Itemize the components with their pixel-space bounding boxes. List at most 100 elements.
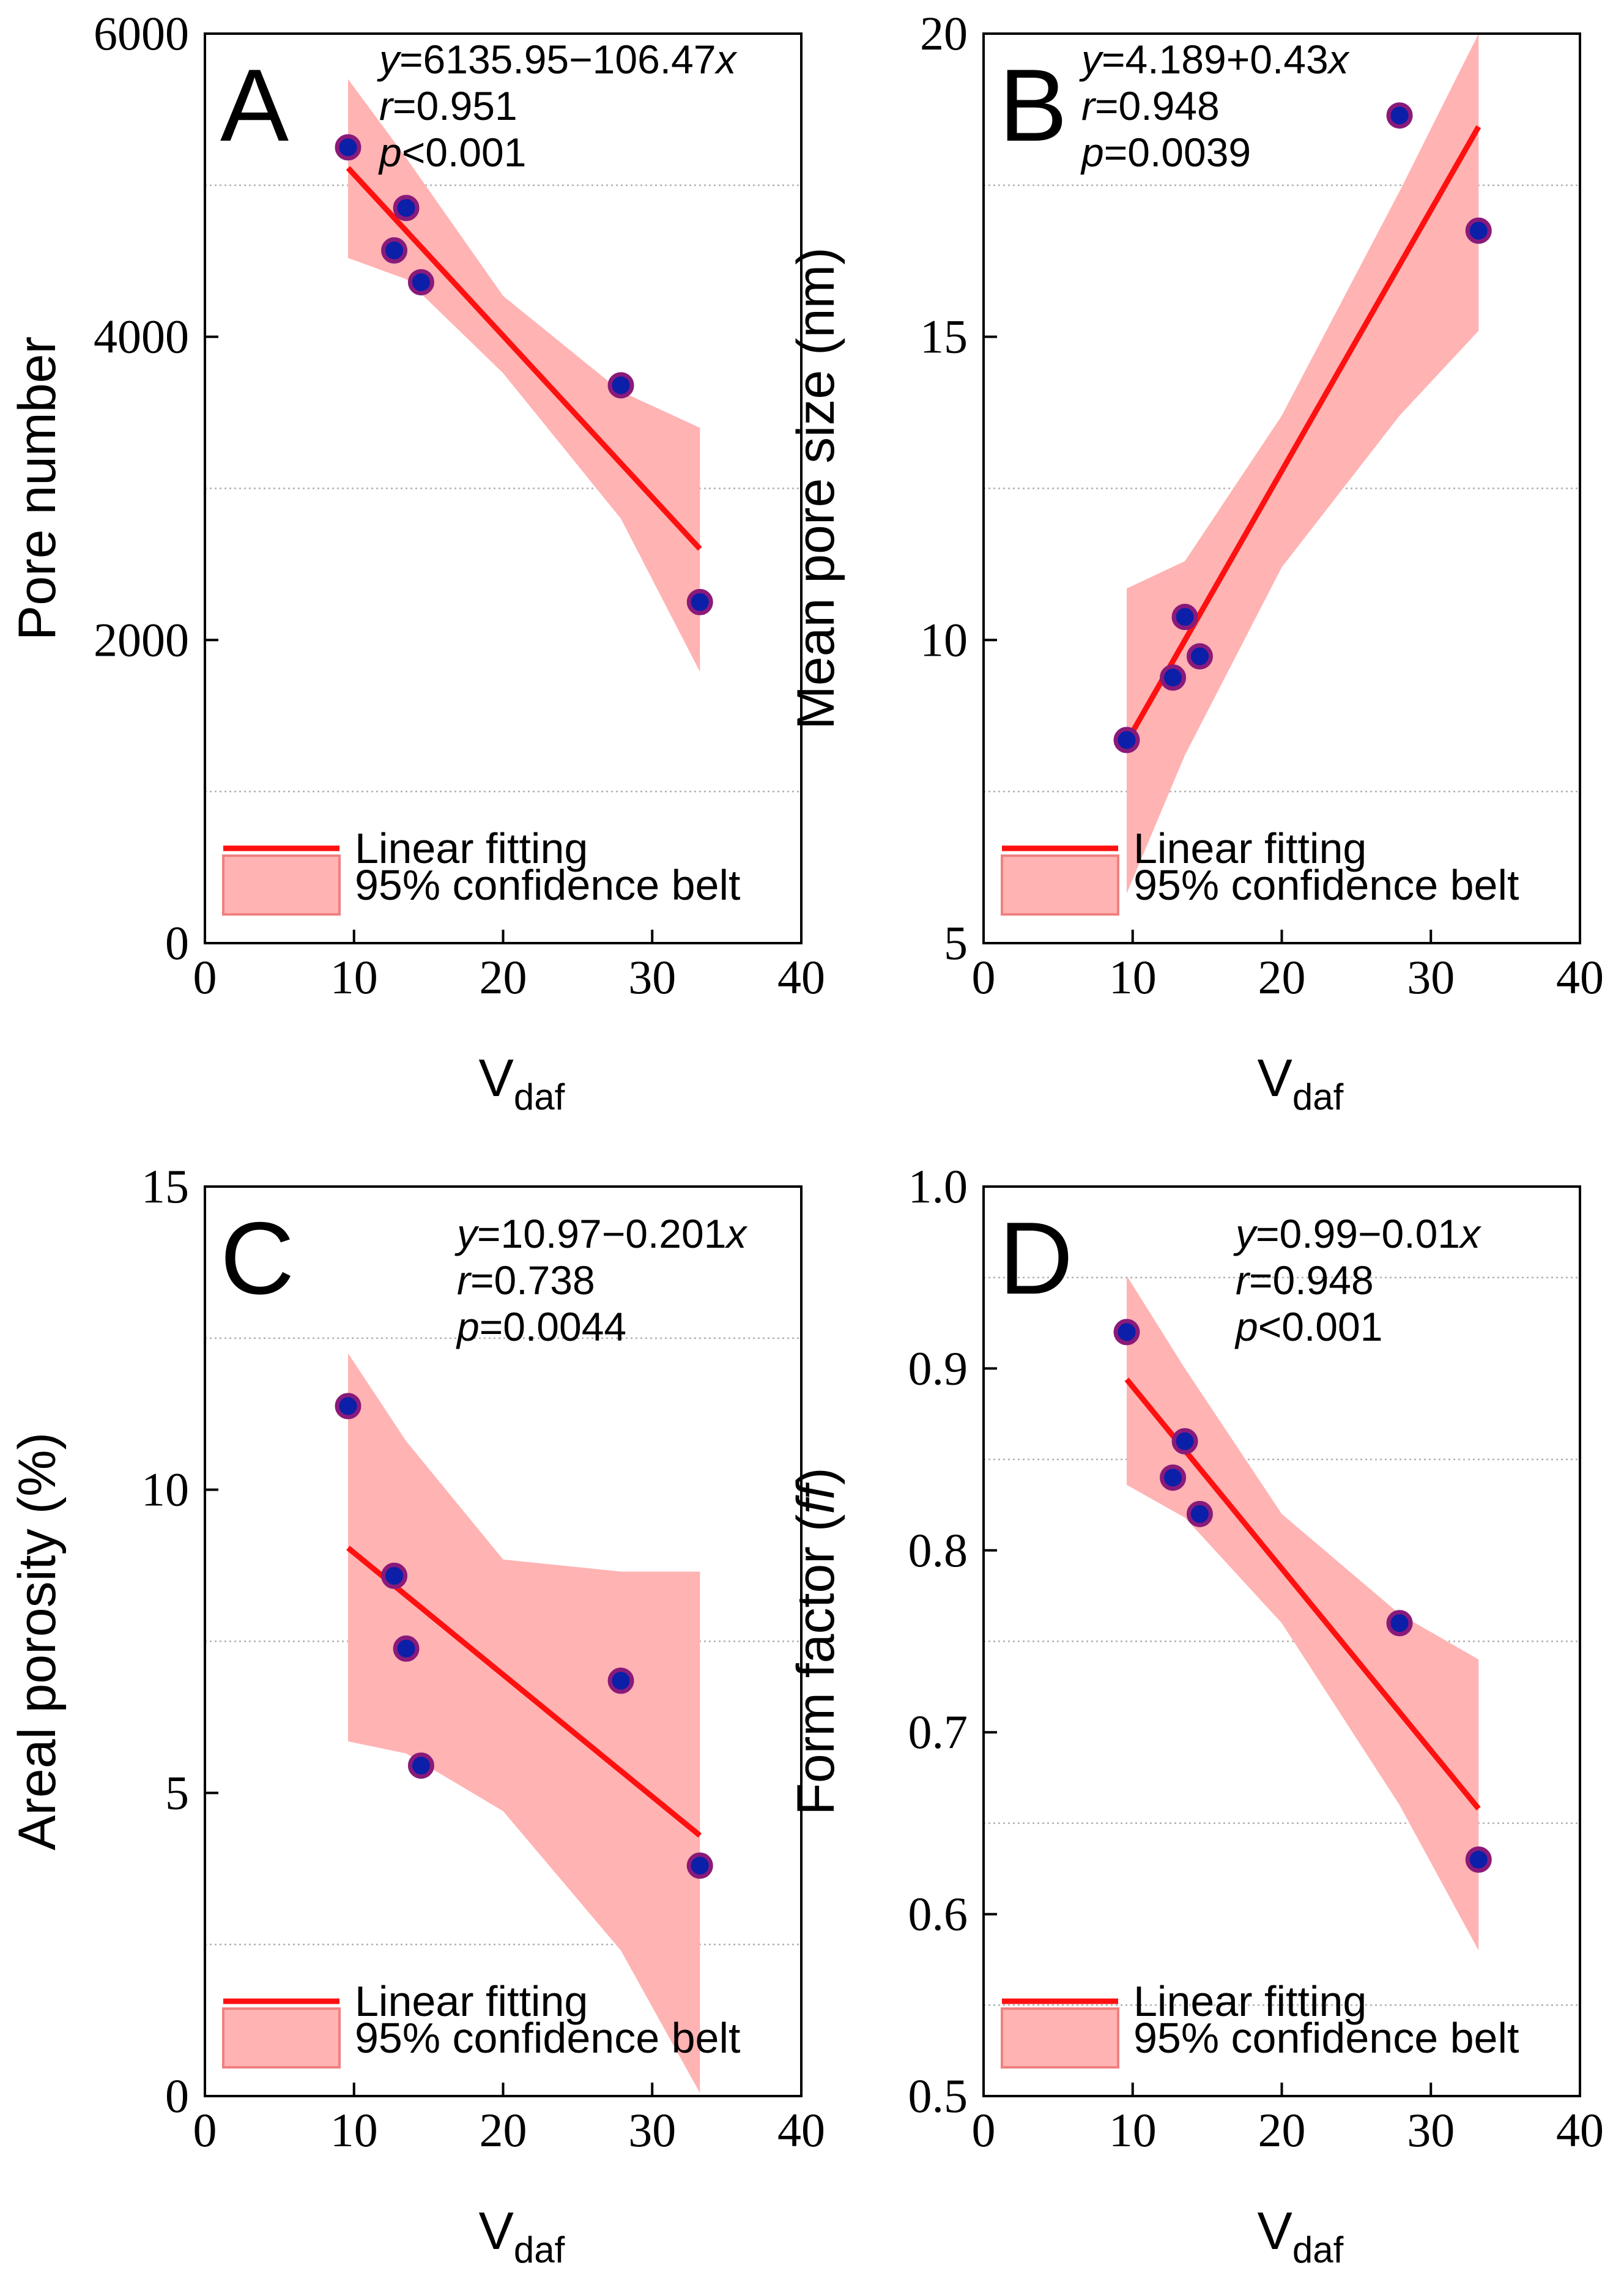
legend-band-label: 95% confidence belt bbox=[1133, 861, 1519, 909]
eq-p-var: p bbox=[1234, 1304, 1258, 1349]
data-point bbox=[1160, 1464, 1187, 1491]
data-point bbox=[1113, 1319, 1140, 1346]
y-axis-title: Areal porosity (%) bbox=[8, 1432, 67, 1850]
x-tick-label: 30 bbox=[628, 950, 676, 1004]
x-axis-title-main: V bbox=[479, 2202, 514, 2261]
eq-x-var: x bbox=[1327, 37, 1350, 82]
y-axis-title: Form factor (ff) bbox=[787, 1467, 845, 1815]
eq-p-value: <0.001 bbox=[1258, 1304, 1383, 1349]
correlation-r: r=0.951 bbox=[379, 83, 517, 128]
panel-D: 0 10 20 30 40 0.5 0.6 0.7 0.8 0.9 1.0 Vdaf Form fact… bbox=[787, 1160, 1604, 2270]
legend-band-swatch bbox=[1001, 2007, 1119, 2069]
data-point bbox=[381, 1562, 408, 1589]
x-tick-label: 30 bbox=[1407, 2103, 1455, 2157]
eq-y-var: y bbox=[454, 1211, 480, 1256]
eq-r-var: r bbox=[457, 1258, 472, 1303]
x-tick-label: 10 bbox=[1109, 2103, 1157, 2157]
y-tick-label: 6000 bbox=[94, 7, 189, 60]
y-tick-label: 0.7 bbox=[908, 1705, 968, 1758]
panel-A: 0 10 20 30 40 0 2000 4000 6000 Vdaf Pore number A y=… bbox=[8, 7, 825, 1117]
fit-equation: y=6135.95−106.47x bbox=[377, 37, 738, 82]
data-point bbox=[1171, 604, 1198, 631]
data-point bbox=[1171, 1428, 1198, 1454]
y-tick-label: 1.0 bbox=[908, 1160, 968, 1213]
confidence-band bbox=[348, 1353, 700, 2093]
eq-x-var: x bbox=[724, 1211, 747, 1256]
y-axis-title-italic: ff bbox=[787, 1480, 845, 1514]
eq-body: =10.97−0.201 bbox=[477, 1211, 726, 1256]
eq-p-value: =0.0039 bbox=[1104, 130, 1251, 175]
fit-line bbox=[1124, 125, 1481, 744]
y-tick-label: 20 bbox=[920, 7, 968, 60]
x-tick-label: 10 bbox=[330, 950, 378, 1004]
x-axis-title-main: V bbox=[479, 1049, 514, 1108]
x-tick-label: 40 bbox=[777, 2103, 825, 2157]
eq-r-value: =0.948 bbox=[1249, 1258, 1374, 1303]
data-point bbox=[1386, 1610, 1413, 1637]
legend-band-label: 95% confidence belt bbox=[355, 861, 740, 909]
legend-band-label: 95% confidence belt bbox=[355, 2014, 740, 2062]
eq-p-value: =0.0044 bbox=[480, 1304, 626, 1349]
x-axis-title: Vdaf bbox=[479, 2202, 565, 2270]
y-axis-title: Pore number bbox=[8, 336, 67, 640]
panel-B: 0 10 20 30 40 5 10 15 20 Vdaf Mean pore size (nm) B… bbox=[787, 7, 1604, 1117]
legend-line-label: Linear fitting bbox=[355, 1977, 588, 2025]
x-axis-title-sub: daf bbox=[514, 1076, 565, 1117]
legend-line-label: Linear fitting bbox=[1133, 1977, 1366, 2025]
x-tick-label: 30 bbox=[1407, 950, 1455, 1004]
data-point bbox=[1113, 727, 1140, 754]
data-point bbox=[686, 1852, 713, 1879]
eq-x-var: x bbox=[714, 37, 738, 82]
data-point bbox=[335, 134, 362, 161]
eq-r-value: =0.738 bbox=[470, 1258, 595, 1303]
x-axis-title: Vdaf bbox=[479, 1049, 565, 1117]
x-tick-label: 10 bbox=[1109, 950, 1157, 1004]
data-point bbox=[393, 1635, 420, 1662]
y-axis-title-main: Pore number bbox=[8, 336, 67, 640]
panel-letter: A bbox=[220, 48, 289, 163]
eq-body: =4.189+0.43 bbox=[1102, 37, 1329, 82]
y-tick-label: 0.5 bbox=[908, 2069, 968, 2122]
eq-r-var: r bbox=[1236, 1258, 1251, 1303]
eq-y-var: y bbox=[1079, 37, 1104, 82]
eq-p-var: p bbox=[1080, 130, 1104, 175]
data-point bbox=[607, 1667, 634, 1694]
x-tick-label: 30 bbox=[628, 2103, 676, 2157]
eq-r-var: r bbox=[379, 83, 395, 128]
data-point bbox=[335, 1393, 362, 1420]
eq-p-var: p bbox=[378, 130, 402, 175]
eq-body: =6135.95−106.47 bbox=[399, 37, 716, 82]
eq-body: =0.99−0.01 bbox=[1256, 1211, 1460, 1256]
correlation-r: r=0.738 bbox=[457, 1258, 595, 1303]
y-tick-label: 5 bbox=[944, 916, 968, 969]
x-axis-title: Vdaf bbox=[1258, 1049, 1344, 1117]
eq-r-var: r bbox=[1081, 83, 1097, 128]
fit-equation: y=10.97−0.201x bbox=[454, 1211, 747, 1256]
y-axis-title-main: Form factor ( bbox=[787, 1514, 845, 1815]
x-tick-label: 40 bbox=[777, 950, 825, 1004]
data-point bbox=[1386, 102, 1413, 129]
y-tick-label: 10 bbox=[920, 613, 968, 666]
p-value: p<0.001 bbox=[1234, 1304, 1382, 1349]
fit-line bbox=[346, 166, 702, 551]
y-tick-label: 10 bbox=[141, 1463, 189, 1516]
y-tick-label: 4000 bbox=[94, 310, 189, 363]
y-axis-title: Mean pore size (nm) bbox=[787, 247, 845, 730]
y-tick-label: 2000 bbox=[94, 613, 189, 666]
fit-equation: y=0.99−0.01x bbox=[1233, 1211, 1481, 1256]
data-point bbox=[407, 269, 434, 295]
legend-line-label: Linear fitting bbox=[355, 824, 588, 872]
x-axis-title: Vdaf bbox=[1258, 2202, 1344, 2270]
data-point bbox=[407, 1752, 434, 1779]
x-axis-title-sub: daf bbox=[514, 2229, 565, 2270]
legend-band-swatch bbox=[222, 854, 341, 916]
eq-p-value: <0.001 bbox=[402, 130, 527, 175]
eq-p-var: p bbox=[456, 1304, 480, 1349]
fit-line bbox=[346, 1546, 702, 1838]
y-axis-title-main: Areal porosity (%) bbox=[8, 1432, 67, 1850]
p-value: p=0.0044 bbox=[456, 1304, 626, 1349]
legend-band-swatch bbox=[1001, 854, 1119, 916]
confidence-band bbox=[1127, 1275, 1479, 1951]
correlation-r: r=0.948 bbox=[1081, 83, 1220, 128]
